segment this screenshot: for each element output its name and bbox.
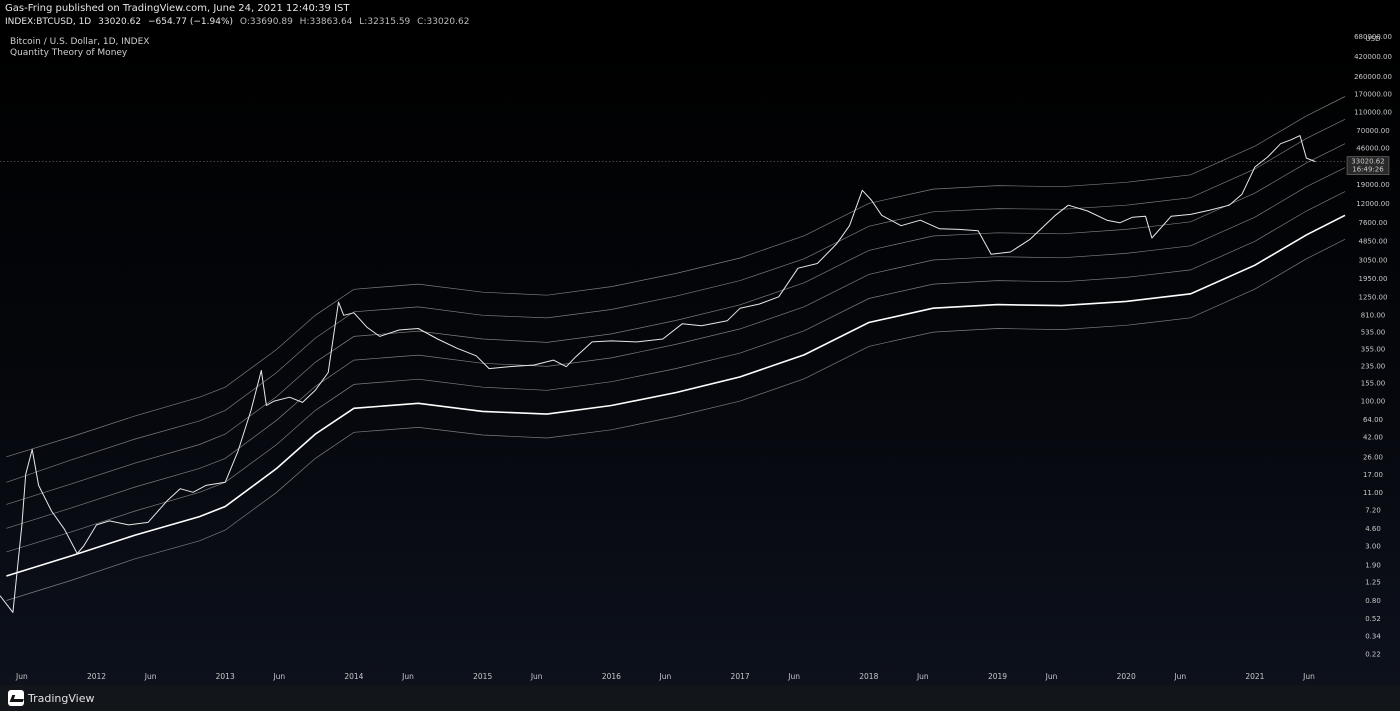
bands-layer bbox=[6, 96, 1346, 601]
y-tick-label: 46000.00 bbox=[1356, 144, 1389, 152]
header-bar: Gas-Fring published on TradingView.com, … bbox=[0, 0, 1400, 30]
open-value: O:33690.89 bbox=[239, 17, 293, 27]
y-tick-label: 0.22 bbox=[1365, 650, 1381, 658]
chart-area[interactable] bbox=[0, 30, 1400, 685]
y-tick-label: 535.00 bbox=[1361, 328, 1386, 336]
x-tick-label: 2017 bbox=[731, 672, 750, 681]
y-tick-label: 26.00 bbox=[1363, 453, 1383, 461]
legend-title: Bitcoin / U.S. Dollar, 1D, INDEX bbox=[10, 37, 150, 47]
y-tick-label: 19000.00 bbox=[1356, 181, 1389, 189]
x-tick-label: Jun bbox=[787, 672, 800, 681]
close-value: C:33020.62 bbox=[417, 17, 470, 27]
y-tick-label: 110000.00 bbox=[1354, 108, 1392, 116]
x-tick-label: 2015 bbox=[473, 672, 492, 681]
currency-label: USD bbox=[1366, 35, 1381, 43]
qtm-band-0-line bbox=[6, 238, 1346, 601]
y-tick-label: 64.00 bbox=[1363, 416, 1383, 424]
qtm-band-5-line bbox=[6, 118, 1346, 483]
qtm-band-6-line bbox=[6, 96, 1346, 458]
y-tick-label: 1950.00 bbox=[1359, 275, 1388, 283]
x-tick-label: 2020 bbox=[1117, 672, 1136, 681]
y-tick-label: 4.60 bbox=[1365, 525, 1381, 533]
price-tag-countdown: 16:49:26 bbox=[1352, 166, 1384, 174]
y-tick-label: 170000.00 bbox=[1354, 91, 1392, 99]
x-axis: Jun 2012 Jun 2013 Jun 2014 Jun 2015 Jun 2016 Jun 20… bbox=[15, 672, 1315, 681]
x-tick-label: Jun bbox=[272, 672, 285, 681]
price-tag: 33020.62 16:49:26 bbox=[1346, 156, 1390, 175]
x-tick-label: Jun bbox=[659, 672, 672, 681]
x-tick-label: Jun bbox=[144, 672, 157, 681]
y-tick-label: 100.00 bbox=[1361, 398, 1386, 406]
y-tick-label: 155.00 bbox=[1361, 380, 1386, 388]
x-tick-label: 2019 bbox=[988, 672, 1007, 681]
ohlc-line: INDEX:BTCUSD, 1D 33020.62 −654.77 (−1.94… bbox=[5, 17, 473, 27]
y-tick-label: 355.00 bbox=[1361, 345, 1386, 353]
tradingview-logo[interactable]: TradingView bbox=[8, 690, 94, 706]
x-tick-label: 2014 bbox=[344, 672, 363, 681]
x-tick-label: Jun bbox=[530, 672, 543, 681]
low-value: L:32315.59 bbox=[359, 17, 411, 27]
y-tick-label: 0.52 bbox=[1365, 615, 1381, 623]
y-tick-label: 3050.00 bbox=[1359, 257, 1388, 265]
y-tick-label: 0.80 bbox=[1365, 597, 1381, 605]
y-axis: 0.22 0.34 0.52 0.80 1.25 1.90 3.00 4.60 7.20 11.0… bbox=[1354, 33, 1392, 658]
x-tick-label: 2012 bbox=[87, 672, 106, 681]
footer-bar: TradingView bbox=[0, 685, 1400, 711]
tradingview-logo-text: TradingView bbox=[28, 691, 95, 705]
x-tick-label: 2021 bbox=[1245, 672, 1264, 681]
x-tick-label: Jun bbox=[15, 672, 28, 681]
x-tick-label: Jun bbox=[1045, 672, 1058, 681]
y-tick-label: 4850.00 bbox=[1359, 237, 1388, 245]
y-tick-label: 810.00 bbox=[1361, 311, 1386, 319]
y-tick-label: 42.00 bbox=[1363, 434, 1383, 442]
y-tick-label: 1.25 bbox=[1365, 579, 1381, 587]
publisher-line: Gas-Fring published on TradingView.com, … bbox=[5, 3, 350, 14]
y-tick-label: 7600.00 bbox=[1359, 219, 1388, 227]
y-tick-label: 12000.00 bbox=[1356, 200, 1389, 208]
price-change: −654.77 (−1.94%) bbox=[147, 17, 234, 27]
x-tick-label: Jun bbox=[1173, 672, 1186, 681]
high-value: H:33863.64 bbox=[299, 17, 353, 27]
qtm-band-3-line bbox=[6, 167, 1346, 529]
y-tick-label: 420000.00 bbox=[1354, 53, 1392, 61]
price-series-line bbox=[0, 135, 1316, 613]
x-tick-label: Jun bbox=[401, 672, 414, 681]
legend-subtitle: Quantity Theory of Money bbox=[10, 48, 128, 58]
symbol-label[interactable]: INDEX:BTCUSD, 1D bbox=[5, 17, 92, 27]
y-tick-label: 7.20 bbox=[1365, 506, 1381, 514]
y-tick-label: 1250.00 bbox=[1359, 293, 1388, 301]
y-tick-label: 17.00 bbox=[1363, 471, 1383, 479]
tradingview-logo-icon bbox=[8, 690, 24, 706]
y-tick-label: 260000.00 bbox=[1354, 73, 1392, 81]
x-tick-label: Jun bbox=[916, 672, 929, 681]
y-tick-label: 0.34 bbox=[1365, 632, 1381, 640]
last-price: 33020.62 bbox=[98, 17, 142, 27]
qtm-band-4-line bbox=[6, 143, 1346, 505]
price-layer bbox=[0, 135, 1316, 613]
price-tag-value: 33020.62 bbox=[1351, 158, 1384, 166]
price-tag-box bbox=[1346, 156, 1390, 175]
y-tick-label: 3.00 bbox=[1365, 543, 1381, 551]
x-tick-label: 2018 bbox=[859, 672, 878, 681]
qtm-band-2-line bbox=[6, 191, 1346, 553]
x-tick-label: 2013 bbox=[216, 672, 235, 681]
x-tick-label: 2016 bbox=[602, 672, 621, 681]
y-tick-label: 1.90 bbox=[1365, 561, 1381, 569]
x-tick-label: Jun bbox=[1302, 672, 1315, 681]
y-tick-label: 11.00 bbox=[1363, 489, 1383, 497]
y-tick-label: 70000.00 bbox=[1356, 127, 1389, 135]
qtm-band-1-line bbox=[6, 214, 1346, 577]
y-tick-label: 235.00 bbox=[1361, 362, 1386, 370]
y-tick-label: 680000.00 bbox=[1354, 33, 1392, 41]
